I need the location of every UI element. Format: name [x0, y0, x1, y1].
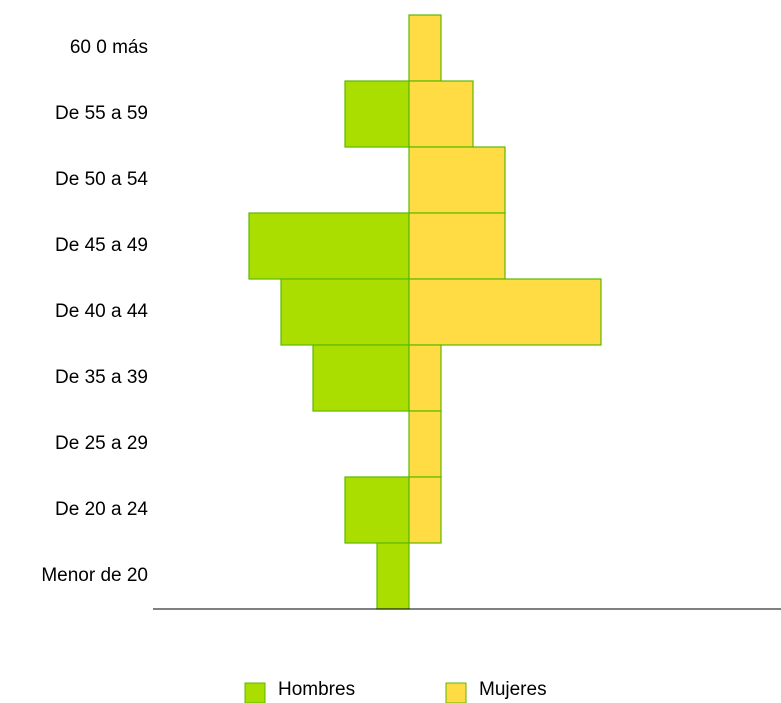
y-tick-label: De 20 a 24: [55, 499, 148, 520]
bar: [280, 278, 410, 346]
y-tick-label: De 35 a 39: [55, 367, 148, 388]
y-tick-label: De 40 a 44: [55, 301, 148, 322]
bar: [408, 212, 506, 280]
y-tick-label: De 55 a 59: [55, 103, 148, 124]
bar: [408, 344, 442, 412]
y-tick-label: De 50 a 54: [55, 169, 148, 190]
y-tick-label: Menor de 20: [41, 565, 148, 586]
legend-label: Hombres: [278, 679, 355, 700]
bar: [408, 80, 474, 148]
bar: [408, 146, 506, 214]
bar: [248, 212, 410, 280]
bar: [408, 14, 442, 82]
bar: [344, 476, 410, 544]
bar: [312, 344, 410, 412]
legend-label: Mujeres: [479, 679, 547, 700]
bar: [408, 278, 602, 346]
y-tick-label: De 25 a 29: [55, 433, 148, 454]
y-tick-label: 60 0 más: [70, 37, 148, 58]
bar: [344, 80, 410, 148]
bar: [376, 542, 410, 610]
bar: [408, 410, 442, 478]
legend-swatch: [445, 682, 467, 703]
legend-swatch: [244, 682, 266, 703]
bar: [408, 476, 442, 544]
y-tick-label: De 45 a 49: [55, 235, 148, 256]
